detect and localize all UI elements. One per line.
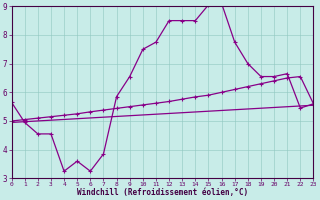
- X-axis label: Windchill (Refroidissement éolien,°C): Windchill (Refroidissement éolien,°C): [77, 188, 248, 197]
